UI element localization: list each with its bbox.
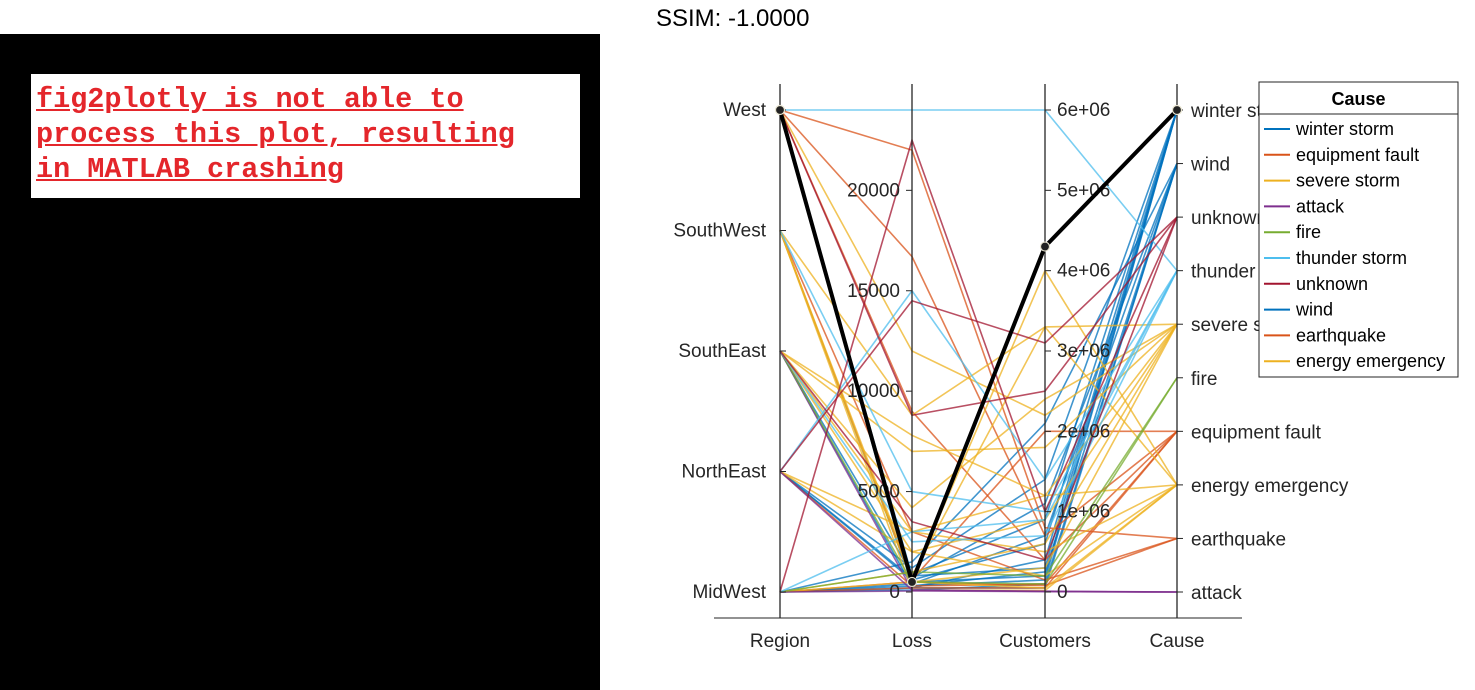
legend-entry: wind (1295, 300, 1333, 320)
series-line (779, 484, 1178, 593)
cause-tick-label: earthquake (1191, 529, 1286, 550)
series-line (779, 109, 1178, 583)
series-line (779, 109, 1178, 538)
series-line (779, 323, 1178, 533)
series-line (780, 109, 1178, 272)
series-line (779, 350, 1178, 585)
series-line (779, 109, 1178, 540)
customers-tick-label: 3e+06 (1057, 341, 1110, 362)
customers-tick-label: 5e+06 (1057, 180, 1110, 201)
series-line (779, 430, 1178, 593)
region-tick-label: NorthEast (682, 462, 767, 483)
series-line (779, 350, 1178, 553)
loss-tick-label: 15000 (847, 281, 900, 302)
series-line (779, 163, 1178, 587)
series-line (779, 270, 1178, 481)
series-line (779, 270, 1178, 543)
error-message-line-2: process this plot, resulting (36, 118, 515, 151)
legend-entry: fire (1296, 222, 1321, 242)
legend-title: Cause (1331, 89, 1385, 109)
axis-label-loss: Loss (892, 631, 932, 652)
cause-tick-label: wind (1190, 155, 1230, 176)
series-line (779, 350, 1178, 593)
series-line (779, 109, 1178, 417)
series-line (779, 163, 1178, 593)
series-line (779, 470, 1178, 577)
cause-tick-label: fire (1191, 369, 1217, 390)
legend-entry: equipment fault (1296, 145, 1419, 165)
series-line (779, 230, 1178, 583)
series-line (779, 230, 1177, 582)
series-line (779, 109, 1178, 581)
loss-tick-label: 5000 (858, 482, 900, 503)
series-line (779, 230, 1178, 578)
cause-tick-label: equipment fault (1191, 422, 1322, 443)
customers-tick-label: 6e+06 (1057, 100, 1110, 121)
legend-entry: unknown (1296, 274, 1368, 294)
loss-tick-label: 20000 (847, 180, 900, 201)
highlight-marker (906, 576, 918, 588)
error-message-line-1: fig2plotly is not able to (36, 83, 464, 116)
customers-tick-label: 0 (1057, 582, 1068, 603)
series-line (779, 323, 1178, 553)
axis-label-region: Region (750, 631, 810, 652)
series-line (779, 216, 1178, 472)
highlight-line (778, 108, 1179, 589)
legend-box (1258, 81, 1459, 378)
legend-entry: attack (1296, 196, 1345, 216)
series-line (779, 230, 1178, 513)
axis-label-customers: Customers (999, 631, 1091, 652)
cause-tick-label: attack (1191, 583, 1242, 604)
highlight-marker (1039, 241, 1051, 252)
legend-entry: winter storm (1295, 119, 1394, 139)
error-message-box: fig2plotly is not able to process this p… (31, 74, 580, 198)
series-line (779, 377, 1178, 593)
series-line (779, 350, 1178, 497)
highlight-marker (774, 104, 786, 116)
series-line (779, 109, 1178, 575)
customers-tick-label: 2e+06 (1057, 421, 1110, 442)
series-line (779, 230, 1178, 581)
legend-entry: severe storm (1296, 171, 1400, 191)
customers-tick-label: 4e+06 (1057, 261, 1110, 282)
region-tick-label: MidWest (692, 582, 766, 603)
axis-label-cause: Cause (1150, 631, 1205, 652)
loss-tick-label: 0 (889, 582, 900, 603)
region-tick-label: West (723, 100, 767, 121)
series-line (779, 270, 1178, 593)
series-line (779, 163, 1178, 593)
legend-entry: energy emergency (1296, 351, 1445, 371)
region-tick-label: SouthEast (678, 341, 766, 362)
series-line (779, 137, 1178, 593)
series-line (779, 230, 1178, 417)
cause-tick-label: energy emergency (1191, 476, 1349, 497)
ssim-label: SSIM: -1.0000 (656, 5, 810, 32)
legend-entry: earthquake (1296, 325, 1386, 345)
highlight-marker (1171, 104, 1183, 116)
series-line (779, 323, 1178, 509)
series-line (779, 109, 1178, 417)
customers-tick-label: 1e+06 (1057, 502, 1110, 523)
legend-entry: thunder storm (1296, 248, 1407, 268)
series-line (779, 216, 1178, 561)
region-tick-label: SouthWest (673, 221, 766, 242)
error-message-line-3: in MATLAB crashing (36, 153, 344, 186)
cause-tick-label: unknown (1191, 208, 1267, 229)
